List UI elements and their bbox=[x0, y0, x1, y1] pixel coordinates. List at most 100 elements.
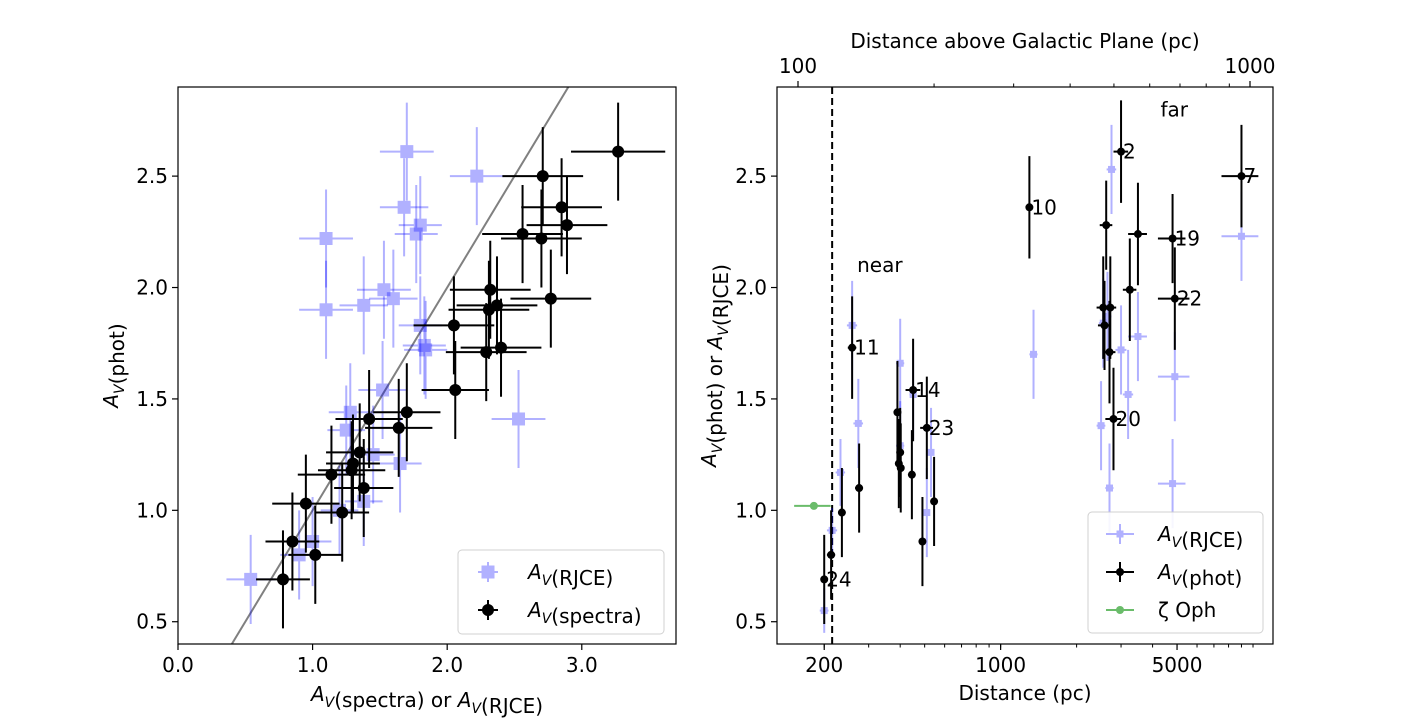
marker bbox=[1125, 285, 1134, 294]
marker bbox=[1170, 294, 1179, 303]
left-spectra-point-0 bbox=[256, 530, 310, 629]
right-phot-point-8 bbox=[896, 423, 905, 513]
marker bbox=[309, 548, 322, 561]
left-series-spectra bbox=[256, 102, 666, 629]
marker bbox=[1025, 203, 1034, 212]
right-ytick-label-0: 0.5 bbox=[735, 610, 767, 634]
left-spectra-point-24 bbox=[521, 158, 602, 257]
left-spectra-point-13 bbox=[413, 276, 495, 375]
left-spectra-point-3 bbox=[288, 505, 343, 604]
marker bbox=[1108, 165, 1116, 173]
left-RJCE-point-20 bbox=[404, 300, 448, 399]
marker bbox=[357, 482, 370, 495]
marker bbox=[413, 218, 427, 232]
marker bbox=[918, 537, 927, 546]
legend-marker bbox=[482, 604, 494, 616]
marker bbox=[1102, 221, 1111, 230]
left-spectra-point-20 bbox=[482, 185, 563, 284]
top-xtick-label-1: 1000 bbox=[1225, 54, 1276, 78]
right-ytick-label-2: 1.5 bbox=[735, 387, 767, 411]
right-phot-point-19 bbox=[1104, 256, 1117, 359]
right-region-label-near: near bbox=[857, 253, 903, 277]
marker bbox=[612, 145, 625, 158]
left-RJCE-point-8 bbox=[358, 340, 407, 440]
marker bbox=[1168, 234, 1177, 243]
left-xtick-label-2: 2.0 bbox=[431, 653, 463, 677]
left-legend-box bbox=[457, 549, 665, 635]
marker bbox=[907, 470, 916, 479]
right-point-label-3: 23 bbox=[929, 416, 954, 440]
left-ytick-label-4: 2.5 bbox=[136, 164, 168, 188]
right-phot-point-3 bbox=[847, 296, 857, 399]
left-spectra-point-19 bbox=[460, 298, 542, 397]
right-phot-point-14 bbox=[1025, 156, 1034, 259]
left-spectra-point-9 bbox=[334, 439, 394, 538]
right-RJCE-point-10 bbox=[1029, 309, 1038, 399]
right-legend-box bbox=[1087, 511, 1264, 634]
right-RJCE-point-9 bbox=[927, 407, 935, 497]
right-phot-point-10 bbox=[905, 338, 921, 442]
right-zeta_oph-point-0 bbox=[794, 501, 831, 510]
marker bbox=[854, 419, 862, 427]
marker bbox=[400, 145, 414, 159]
right-RJCE-point-2 bbox=[835, 439, 846, 506]
left-spectra-point-22 bbox=[502, 127, 584, 226]
marker bbox=[353, 446, 366, 459]
marker bbox=[392, 421, 405, 434]
right-legend-label-RJCE: AV(RJCE) bbox=[1156, 522, 1243, 552]
right-point-label-0: 24 bbox=[826, 567, 851, 591]
marker bbox=[923, 509, 931, 517]
right-phot-point-1 bbox=[826, 510, 836, 600]
right-RJCE-point-11 bbox=[1096, 381, 1106, 471]
left-RJCE-point-12 bbox=[339, 256, 388, 355]
marker bbox=[820, 575, 829, 584]
left-xtick-label-3: 3.0 bbox=[566, 653, 598, 677]
right-xtick-label-1: 1000 bbox=[975, 653, 1026, 677]
marker bbox=[1171, 373, 1179, 381]
marker bbox=[837, 508, 846, 517]
right-phot-point-4 bbox=[855, 443, 864, 533]
right-phot-point-26 bbox=[1221, 124, 1259, 228]
left-RJCE-point-23 bbox=[491, 369, 546, 468]
right-point-label-1: 11 bbox=[854, 336, 879, 360]
marker bbox=[1117, 346, 1125, 354]
marker bbox=[1105, 484, 1113, 492]
marker bbox=[836, 468, 844, 476]
legend-marker bbox=[1116, 530, 1124, 538]
right-phot-point-20 bbox=[1105, 367, 1122, 471]
marker bbox=[397, 200, 411, 214]
left-spectra-point-18 bbox=[456, 256, 538, 355]
marker bbox=[470, 169, 484, 183]
marker bbox=[419, 343, 433, 357]
right-legend-label-phot: AV(phot) bbox=[1156, 560, 1242, 590]
left-ytick-label-0: 0.5 bbox=[136, 610, 168, 634]
marker bbox=[409, 227, 423, 241]
marker bbox=[417, 338, 431, 352]
one-to-one-line bbox=[230, 87, 570, 644]
right-RJCE-point-16 bbox=[1115, 305, 1127, 395]
marker bbox=[827, 550, 836, 559]
right-legend-handle-zeta_oph bbox=[1106, 606, 1134, 614]
marker bbox=[1103, 312, 1111, 320]
marker bbox=[299, 497, 312, 510]
legend-marker bbox=[1116, 606, 1124, 614]
right-point-label-2: 14 bbox=[915, 378, 940, 402]
marker bbox=[909, 386, 918, 395]
right-ytick-label-3: 2.0 bbox=[735, 276, 767, 300]
marker bbox=[544, 292, 557, 305]
marker bbox=[927, 448, 935, 456]
marker bbox=[449, 384, 462, 397]
left-xlabel: AV(spectra) or AV(RJCE) bbox=[309, 682, 543, 718]
marker bbox=[495, 341, 508, 354]
marker bbox=[1109, 414, 1118, 423]
right-legend-handle-RJCE bbox=[1106, 524, 1134, 544]
marker bbox=[1237, 172, 1246, 181]
marker bbox=[516, 228, 529, 241]
marker bbox=[1237, 232, 1245, 240]
marker bbox=[922, 423, 931, 432]
marker bbox=[363, 412, 376, 425]
marker bbox=[555, 201, 568, 214]
marker bbox=[536, 170, 549, 183]
left-RJCE-point-4 bbox=[328, 363, 372, 462]
right-RJCE-point-17 bbox=[1122, 349, 1134, 440]
